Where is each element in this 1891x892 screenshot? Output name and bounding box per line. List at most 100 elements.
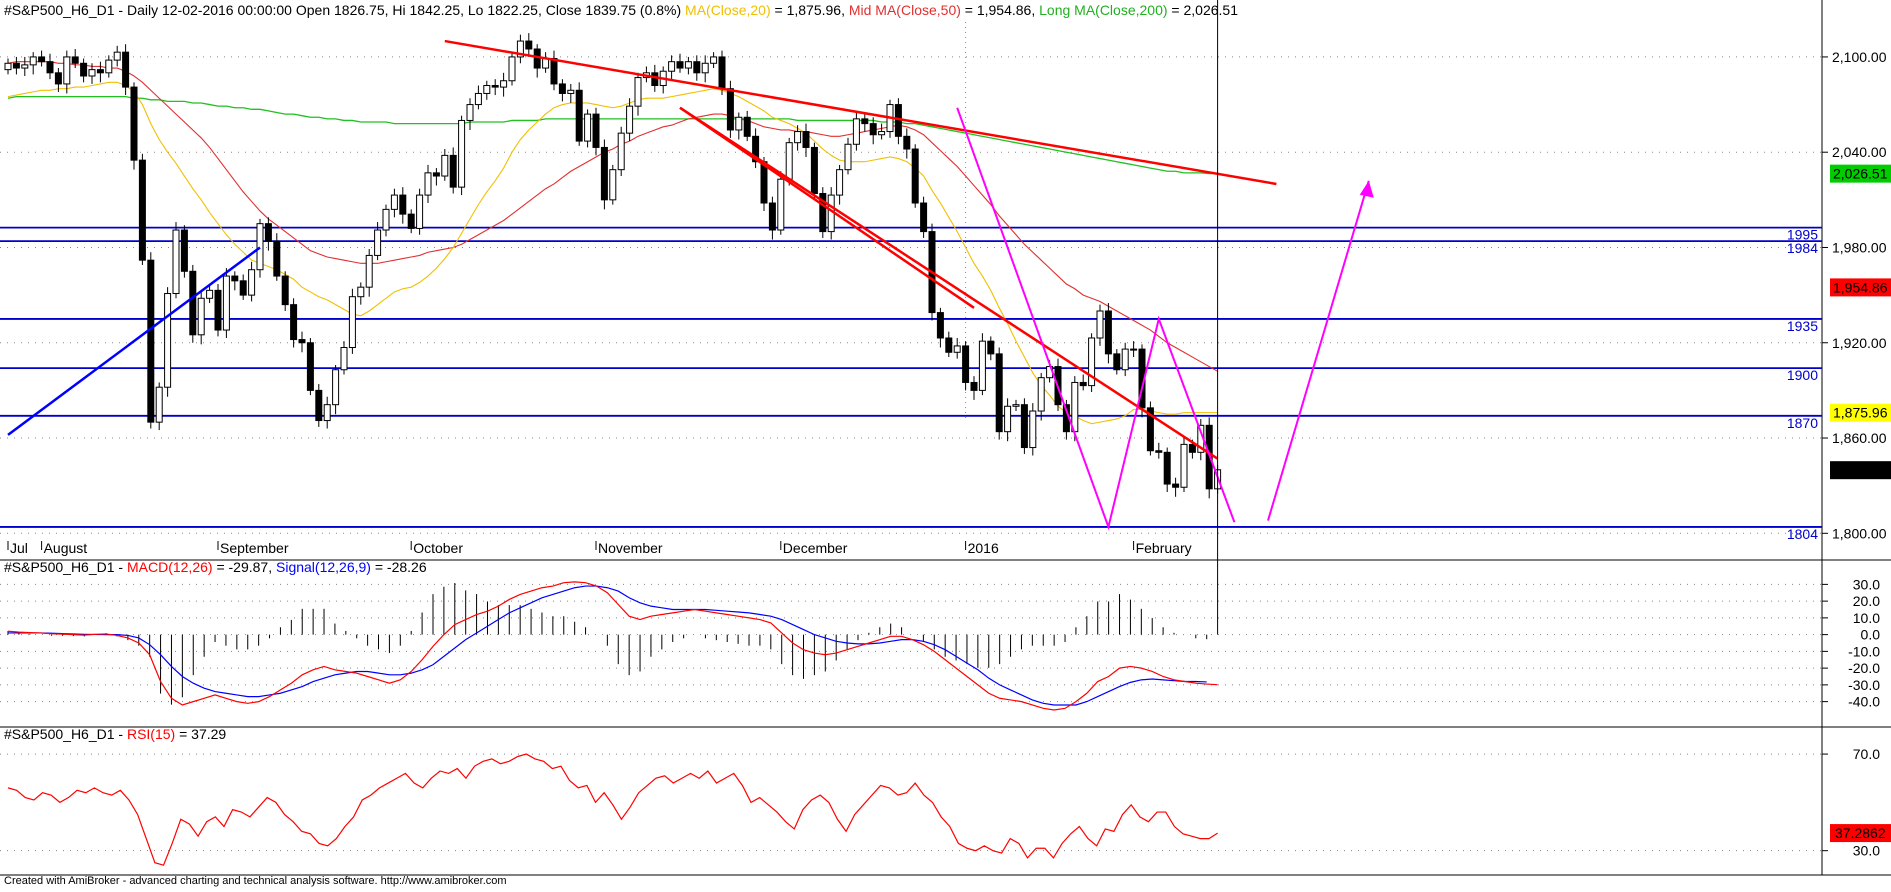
- candle-up: [390, 194, 398, 210]
- candle-up: [248, 269, 256, 296]
- candle-up: [508, 56, 516, 82]
- price-tick-label: 1,860.00: [1832, 430, 1887, 446]
- macd-tick-label: 0.0: [1861, 627, 1881, 643]
- forecast-arrow: [1267, 180, 1370, 521]
- signal-line: [8, 585, 1207, 706]
- price-tick-label: 1,920.00: [1832, 335, 1887, 351]
- candle-up: [1004, 405, 1012, 433]
- candle-down: [281, 275, 289, 306]
- candle-down: [726, 88, 734, 131]
- candle-up: [1029, 410, 1037, 449]
- candle-up: [172, 229, 180, 295]
- level-label: 1984: [1787, 240, 1818, 256]
- candle-down: [180, 229, 188, 272]
- macd-tick-label: -20.0: [1848, 660, 1880, 676]
- price-tick-label: 2,100.00: [1832, 49, 1887, 65]
- candle-down: [1163, 451, 1171, 485]
- ma50-line: [7, 61, 1218, 372]
- price-tag-label: 2,026.51: [1833, 166, 1888, 182]
- candle-up: [332, 369, 340, 406]
- candle-up: [1130, 348, 1138, 351]
- candle-down: [290, 304, 298, 341]
- candle-down: [970, 381, 978, 391]
- magenta-pattern-line: [956, 107, 1236, 531]
- price-tag: [1830, 278, 1891, 297]
- candle-up: [4, 62, 12, 71]
- rsi-header: #S&P500_H6_D1 - RSI(15) = 37.29: [4, 726, 226, 742]
- moving-average-lines: [7, 61, 1218, 425]
- candle-up: [197, 297, 205, 336]
- candle-up: [382, 208, 390, 231]
- candle-down: [147, 259, 155, 423]
- candle-down: [189, 270, 197, 336]
- macd-value: = -29.87,: [213, 559, 276, 575]
- candle-down: [920, 202, 928, 233]
- ma50-value: = 1,954.86,: [961, 2, 1035, 18]
- macd-panel: 30.020.010.00.0-10.0-20.0-30.0-40.0: [0, 0, 1881, 711]
- candle-up: [256, 223, 264, 271]
- candle-down: [936, 312, 944, 339]
- candle-up: [567, 89, 575, 94]
- candle-down: [903, 135, 911, 150]
- candle-down: [861, 118, 869, 125]
- month-label: 2016: [968, 540, 999, 556]
- candle-down: [122, 51, 130, 88]
- price-tick-label: 2,040.00: [1832, 144, 1887, 160]
- rsi-tick-label: 30.0: [1853, 843, 1880, 859]
- uptrend-line: [7, 246, 261, 436]
- macd-header: #S&P500_H6_D1 - MACD(12,26) = -29.87, Si…: [4, 559, 427, 575]
- month-label: September: [220, 540, 289, 556]
- candle-down: [12, 62, 20, 69]
- candle-up: [701, 62, 709, 74]
- candle-down: [718, 56, 726, 90]
- rsi-label: RSI(15): [127, 726, 175, 742]
- candle-up: [836, 169, 844, 196]
- candle-down: [995, 353, 1003, 433]
- candle-up: [441, 154, 449, 177]
- ma200-line: [7, 95, 1218, 175]
- candle-down: [1146, 407, 1154, 452]
- candle-down: [239, 280, 247, 296]
- candle-up: [474, 92, 482, 106]
- candle-up: [844, 143, 852, 171]
- candle-down: [315, 389, 323, 422]
- candle-down: [264, 223, 272, 242]
- candle-down: [945, 337, 953, 353]
- candle-down: [214, 289, 222, 331]
- price-tag: [1830, 403, 1891, 422]
- candle-down: [491, 85, 499, 88]
- signal-value: = -28.26: [371, 559, 427, 575]
- price-tick-label: 1,800.00: [1832, 525, 1887, 541]
- level-label: 1804: [1787, 526, 1818, 542]
- candle-down: [231, 275, 239, 282]
- candle-up: [365, 254, 373, 288]
- level-label: 1870: [1787, 415, 1818, 431]
- candle-up: [516, 40, 524, 58]
- price-tag-label: 1,839.75: [1833, 462, 1888, 478]
- downtrend-line: [444, 39, 1277, 186]
- rsi-tick-label: 70.0: [1853, 746, 1880, 762]
- candle-up: [63, 56, 71, 85]
- candle-up: [1096, 310, 1104, 339]
- candle-down: [987, 340, 995, 355]
- ma50-label: Mid MA(Close,50): [849, 2, 961, 18]
- candle-up: [155, 386, 163, 423]
- candle-up: [500, 80, 508, 88]
- candle-up: [113, 51, 121, 61]
- candle-down: [693, 61, 701, 74]
- candle-down: [558, 83, 566, 94]
- candle-down: [298, 339, 306, 344]
- candle-down: [54, 72, 62, 85]
- candle-up: [88, 69, 96, 77]
- rsi-line: [7, 753, 1218, 866]
- candle-up: [206, 289, 214, 299]
- candle-down: [802, 131, 810, 148]
- candle-up: [1037, 377, 1045, 412]
- candle-down: [810, 146, 818, 194]
- price-tag: [1830, 164, 1891, 183]
- candle-down: [962, 345, 970, 383]
- candle-up: [1121, 348, 1129, 371]
- ma20-value: = 1,875.96,: [771, 2, 845, 18]
- candle-up: [424, 172, 432, 196]
- forecast-arrowhead: [1359, 180, 1374, 198]
